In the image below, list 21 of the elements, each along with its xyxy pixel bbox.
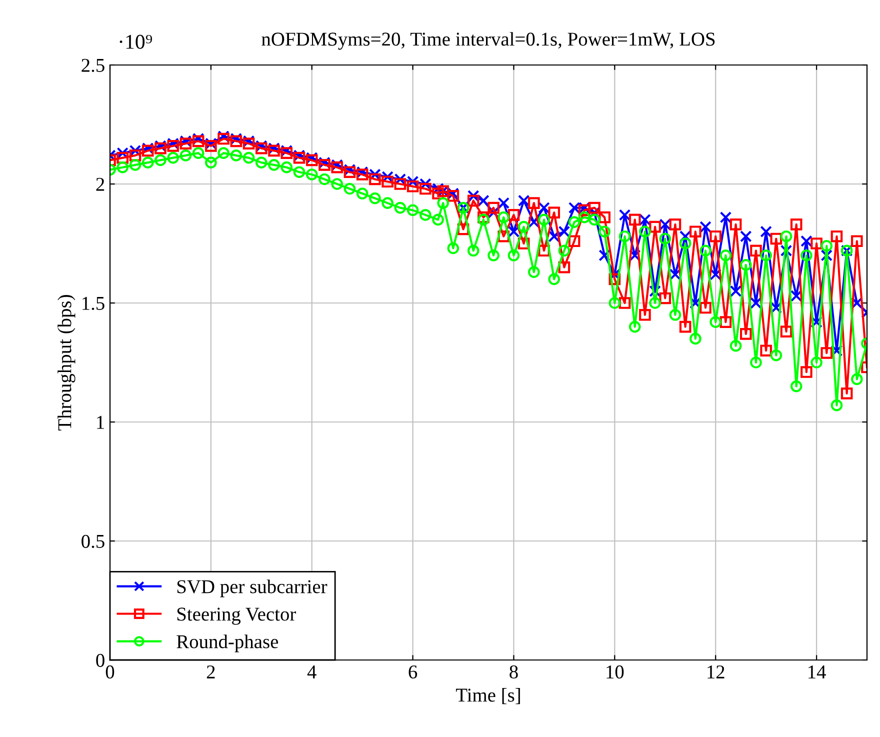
y-tick-label: 2.5 [82, 58, 104, 72]
y-tick-label: 2 [96, 178, 104, 191]
x-tick-label: 2 [206, 665, 215, 678]
legend-label: Steering Vector [177, 608, 296, 625]
legend-label: Round-phase [176, 634, 278, 652]
y-axis-title: Throughput (bps) [58, 295, 76, 430]
x-tick-label: 4 [307, 666, 316, 678]
chart-title: nOFDMSyms=20, Time interval=0.1s, Power=1mW, LOS [262, 32, 715, 50]
x-tick-label: 8 [510, 665, 518, 679]
x-tick-label: 0 [106, 665, 114, 679]
x-tick-label: 6 [408, 665, 418, 679]
y-tick-label: 0.5 [82, 534, 104, 548]
y-tick-label: 0 [96, 654, 104, 667]
x-axis-title: Time [s] [456, 688, 520, 704]
text: ·10⁹ [120, 34, 152, 49]
x-tick-label: 12 [708, 665, 724, 678]
x-tick-label: 10 [606, 665, 624, 679]
x-tick-label: 14 [808, 666, 826, 678]
y-tick-label: 1.5 [82, 296, 104, 310]
legend-label: SVD per subcarrier [177, 580, 328, 598]
y-tick-label: 1 [97, 416, 104, 429]
